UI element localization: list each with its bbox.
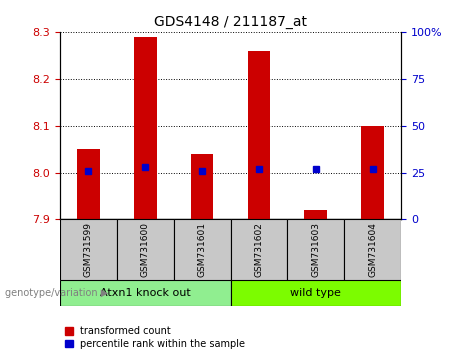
Bar — [117, 219, 174, 280]
Text: wild type: wild type — [290, 288, 341, 298]
Bar — [361, 126, 384, 219]
Bar — [134, 36, 157, 219]
Text: GSM731602: GSM731602 — [254, 222, 263, 277]
Bar — [230, 219, 287, 280]
Text: genotype/variation ▶: genotype/variation ▶ — [5, 288, 108, 298]
Bar — [77, 149, 100, 219]
Bar — [304, 210, 327, 219]
Bar — [191, 154, 213, 219]
Bar — [174, 219, 230, 280]
Bar — [230, 280, 401, 306]
Title: GDS4148 / 211187_at: GDS4148 / 211187_at — [154, 16, 307, 29]
Bar — [344, 219, 401, 280]
Text: GSM731604: GSM731604 — [368, 222, 377, 277]
Bar — [287, 219, 344, 280]
Text: GSM731603: GSM731603 — [311, 222, 320, 277]
Bar — [60, 280, 230, 306]
Text: GSM731599: GSM731599 — [84, 222, 93, 277]
Legend: transformed count, percentile rank within the sample: transformed count, percentile rank withi… — [65, 326, 245, 349]
Bar — [248, 51, 270, 219]
Bar — [60, 219, 117, 280]
Text: GSM731600: GSM731600 — [141, 222, 150, 277]
Text: GSM731601: GSM731601 — [198, 222, 207, 277]
Text: Atxn1 knock out: Atxn1 knock out — [100, 288, 190, 298]
